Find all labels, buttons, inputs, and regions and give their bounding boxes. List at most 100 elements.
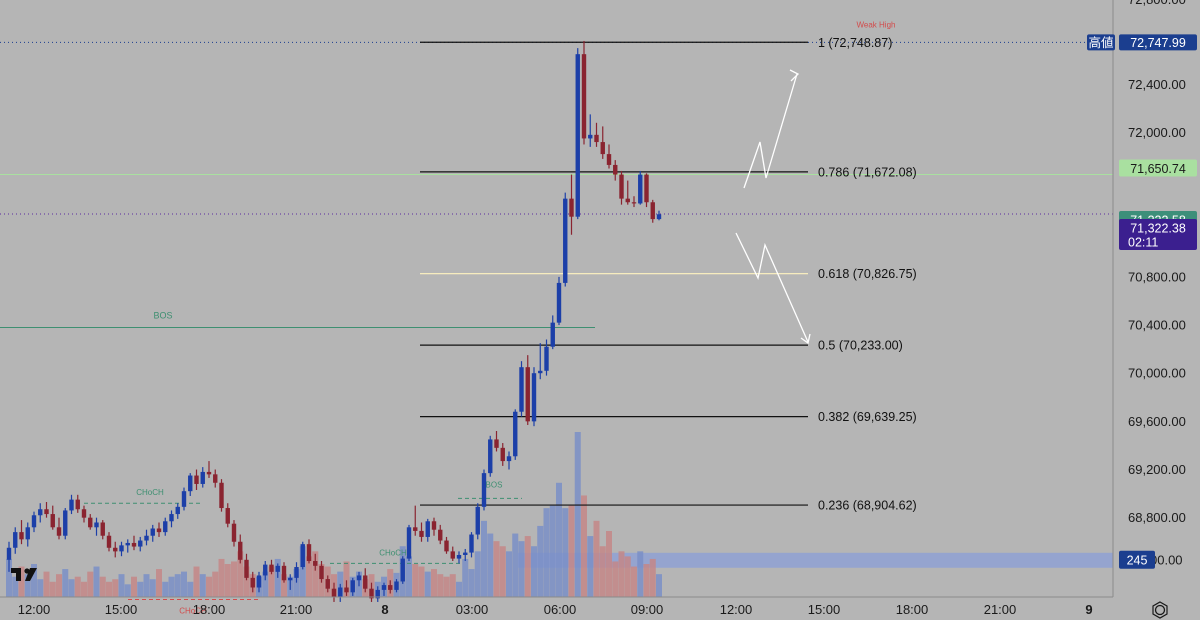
candle-body (156, 528, 162, 533)
fib-level-label: 0.382 (69,639.25) (818, 410, 917, 424)
tradingview-logo (11, 568, 37, 581)
candle-body (413, 527, 418, 531)
candle-body (63, 510, 68, 536)
candle-body (188, 475, 193, 492)
time-tick-label: 9 (1085, 602, 1092, 617)
candle-body (313, 561, 318, 566)
candle-body (169, 514, 174, 522)
volume-bar (62, 569, 69, 597)
volume-bar (343, 561, 350, 597)
volume-bar (531, 546, 537, 597)
volume-bar (18, 566, 25, 597)
candle-body (269, 564, 274, 572)
candle-body (588, 134, 593, 139)
price-tick-label: 70,000.00 (1128, 366, 1186, 381)
price-tick-label: 72,800.00 (1128, 0, 1186, 7)
candle-body (456, 554, 462, 559)
candle-body (44, 509, 49, 515)
volume-bar (37, 579, 44, 597)
volume-bar (12, 576, 19, 597)
structure-annotation: BOS (153, 310, 172, 320)
volume-bar (281, 574, 287, 597)
candle-body (50, 514, 55, 528)
volume-bar (568, 505, 575, 597)
candle-body (400, 558, 405, 582)
time-tick-label: 21:00 (984, 602, 1017, 617)
volume-bar (524, 536, 531, 597)
time-tick-label: 21:00 (280, 602, 313, 617)
candle-body (488, 439, 493, 474)
fib-level-label: 0.618 (70,826.75) (818, 267, 917, 281)
candle-body (519, 367, 524, 412)
candle-body (25, 527, 30, 540)
candle-body (644, 174, 649, 203)
volume-bar (418, 566, 425, 597)
volume-bar (456, 581, 462, 597)
candle-body (106, 535, 112, 548)
time-tick-label: 12:00 (720, 602, 753, 617)
volume-bar (656, 574, 662, 597)
candle-body (38, 509, 43, 516)
candle-body (356, 575, 362, 581)
projection-up-arrowhead (789, 69, 800, 82)
candle-body (506, 456, 512, 462)
volume-bar (56, 574, 62, 597)
candle-body (31, 515, 37, 528)
volume-bar (206, 576, 212, 597)
candle-body (494, 439, 499, 448)
candle-body (381, 585, 387, 590)
time-tick-label: 12:00 (18, 602, 51, 617)
volume-bar (24, 574, 31, 597)
candle-body (6, 547, 12, 560)
volume-bar (618, 551, 625, 597)
volume-bar (237, 551, 244, 597)
volume-bar (131, 576, 137, 597)
candle-body (525, 367, 530, 422)
candle-body (275, 565, 280, 572)
volume-bar (643, 564, 650, 597)
candle-body (363, 575, 368, 589)
candle-body (425, 521, 430, 537)
volume-bar (243, 566, 250, 597)
fib-level-label: 1 (72,748.87) (818, 36, 892, 50)
candle-body (213, 474, 218, 483)
gear-icon[interactable] (1152, 601, 1168, 619)
price-tag-text: 71,650.74 (1130, 162, 1186, 176)
volume-bar (624, 556, 631, 597)
volume-tag (1119, 550, 1155, 569)
candle-body (388, 585, 393, 590)
volume-bar (156, 569, 162, 597)
candle-body (294, 567, 299, 578)
volume-bar (231, 561, 237, 597)
volume-bar (537, 525, 544, 597)
candle-body (638, 174, 643, 204)
candle-body (469, 534, 474, 553)
time-tick-label: 15:00 (808, 602, 841, 617)
volume-bar (587, 536, 594, 597)
volume-bar (449, 574, 456, 597)
volume-bar (412, 564, 419, 597)
price-tick-label: 68,800.00 (1128, 510, 1186, 525)
time-tick-label: 03:00 (456, 602, 489, 617)
volume-bar (443, 576, 450, 597)
current-price-tag (1119, 219, 1197, 251)
volume-bar (599, 546, 606, 597)
price-axis[interactable] (1113, 0, 1200, 620)
candle-body (463, 552, 468, 555)
price-tick-label: 00.00 (1150, 552, 1183, 567)
high-label-tag (1087, 34, 1115, 51)
structure-annotation: CHoCH (379, 548, 407, 557)
candle-body (119, 545, 124, 552)
candle-body (319, 565, 324, 580)
structure-annotation: Weak High (857, 21, 896, 30)
volume-tag-text: 245 (1127, 553, 1148, 567)
candle-body (575, 54, 580, 217)
candle-body (300, 544, 305, 568)
volume-bar (506, 551, 512, 597)
projection-up-path (743, 73, 798, 189)
candle-body (550, 322, 555, 347)
countdown-text: 02:11 (1128, 236, 1158, 250)
time-tick-label: 15:00 (105, 602, 138, 617)
volume-bar (612, 561, 619, 597)
